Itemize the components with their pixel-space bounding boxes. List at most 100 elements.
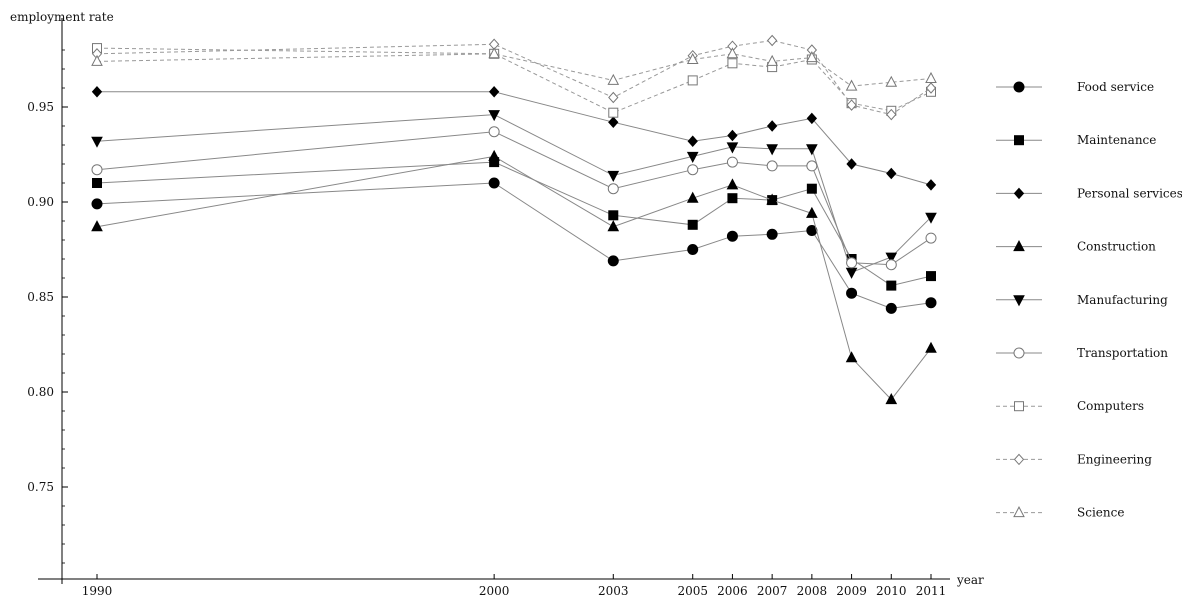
series-maintenance [92, 157, 936, 291]
data-point [686, 151, 699, 163]
data-point [845, 351, 858, 363]
data-point [806, 206, 818, 218]
legend-item: Construction [996, 240, 1156, 254]
legend-marker [1013, 240, 1025, 252]
data-point [925, 82, 937, 94]
data-point [846, 99, 857, 111]
data-point [488, 149, 500, 161]
data-point [845, 79, 858, 91]
data-point [608, 91, 619, 104]
y-tick-label: 0.80 [27, 385, 54, 399]
y-tick-label: 0.75 [27, 480, 54, 494]
data-point [488, 110, 500, 122]
data-point [885, 302, 897, 314]
data-point [846, 257, 858, 269]
data-point [91, 136, 103, 148]
data-point [806, 160, 818, 172]
x-tick-label: 2000 [479, 584, 510, 598]
legend-marker [1014, 401, 1024, 412]
data-point [608, 116, 619, 128]
legend-item: Transportation [996, 346, 1168, 360]
legend: Food service Maintenance Personal services… [996, 80, 1182, 520]
data-point [845, 267, 858, 279]
data-point [806, 144, 818, 156]
series-computers [92, 43, 936, 118]
data-point [885, 252, 898, 264]
series-science [91, 47, 937, 91]
legend-marker [1013, 506, 1025, 518]
series-line [96, 53, 932, 87]
data-point [925, 71, 937, 83]
data-point [806, 112, 818, 125]
legend-item: Science [996, 506, 1124, 520]
series-line [96, 47, 932, 114]
data-point [608, 210, 619, 221]
data-point [886, 108, 897, 121]
series-food-service [91, 177, 937, 314]
data-point [488, 86, 500, 98]
x-tick-label: 2010 [876, 584, 907, 598]
data-point [727, 58, 738, 69]
data-point [727, 129, 738, 142]
legend-marker [1014, 135, 1024, 146]
series-line [96, 39, 932, 116]
y-tick-label: 0.90 [27, 195, 54, 209]
legend-item: Manufacturing [996, 293, 1168, 307]
data-point [726, 142, 739, 154]
data-point [766, 193, 778, 205]
series-construction [91, 149, 937, 405]
data-point [687, 219, 698, 230]
legend-marker [1013, 81, 1025, 93]
data-point [766, 144, 778, 156]
legend-item: Maintenance [996, 133, 1156, 147]
legend-marker [1013, 187, 1025, 200]
data-point [925, 179, 937, 191]
data-point [607, 73, 620, 85]
series-line [96, 161, 932, 287]
y-axis-label: employment rate [10, 10, 114, 24]
legend-label: Manufacturing [1077, 293, 1168, 307]
data-point [766, 160, 778, 172]
legend-item: Computers [996, 399, 1144, 413]
data-point [726, 47, 739, 59]
data-point [91, 220, 103, 232]
data-point [886, 167, 897, 180]
data-point [925, 212, 937, 224]
data-point [885, 393, 898, 405]
data-point [885, 75, 898, 87]
legend-label: Computers [1077, 399, 1144, 413]
x-tick-label: 2003 [598, 584, 629, 598]
legend-marker [1013, 347, 1025, 359]
series-engineering [91, 34, 937, 121]
data-point [806, 183, 817, 194]
data-point [687, 164, 699, 176]
data-point [766, 34, 778, 47]
data-point [488, 47, 500, 59]
legend-item: Food service [996, 80, 1154, 94]
x-tick-label: 2009 [836, 584, 867, 598]
data-point [766, 54, 778, 66]
data-point [925, 232, 937, 244]
data-point [91, 54, 103, 66]
data-point [607, 220, 620, 232]
data-point [726, 156, 738, 168]
data-point [846, 287, 858, 299]
series-transportation [91, 126, 937, 271]
legend-item: Personal services [996, 186, 1182, 200]
axes: 0.75 0.80 0.85 0.90 0.95 1990 2000 2003 2005 2006… [10, 10, 984, 598]
data-point [726, 178, 739, 190]
series-personal-services [91, 86, 937, 191]
x-tick-label: 2007 [757, 584, 788, 598]
x-tick-label: 2005 [677, 584, 708, 598]
series-line [96, 131, 932, 266]
x-tick-label: 2006 [717, 584, 748, 598]
data-point [488, 126, 500, 138]
x-tick-label: 2011 [916, 584, 947, 598]
legend-label: Maintenance [1077, 133, 1156, 147]
data-point [607, 255, 619, 267]
data-point [886, 280, 897, 291]
legend-marker [1013, 453, 1025, 466]
data-point [727, 193, 738, 204]
data-point [687, 244, 699, 255]
